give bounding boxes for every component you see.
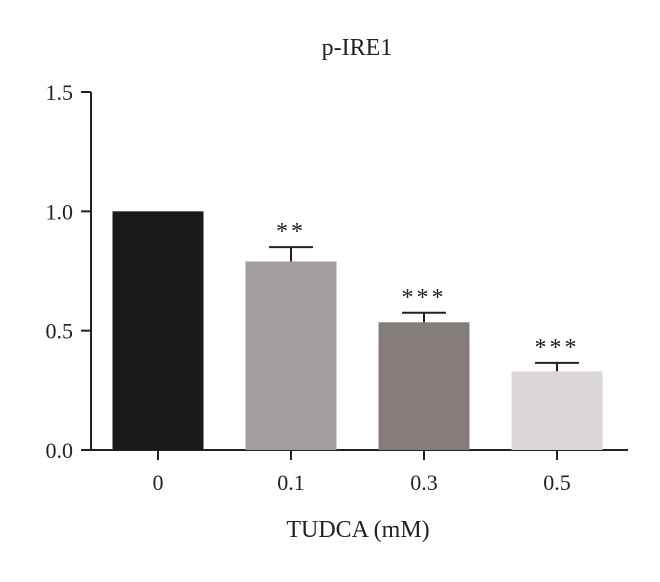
bar bbox=[511, 371, 603, 450]
bar bbox=[245, 261, 337, 450]
chart-title: p-IRE1 bbox=[322, 35, 393, 61]
significance-label: *** bbox=[535, 335, 580, 361]
y-tick-label: 1.5 bbox=[46, 80, 74, 105]
x-tick-label: 0.3 bbox=[410, 470, 438, 495]
x-tick-label: 0.1 bbox=[277, 470, 305, 495]
significance-label: *** bbox=[402, 285, 447, 311]
significance-label: ** bbox=[276, 219, 306, 245]
y-tick-label: 0.5 bbox=[46, 319, 74, 344]
plot-area: 0.0 0.5 1.0 1.5 0 0.1 ** 0.3 *** 0.5 *** bbox=[46, 80, 628, 495]
x-axis-label: TUDCA (mM) bbox=[286, 517, 429, 543]
x-tick-label: 0.5 bbox=[543, 470, 571, 495]
y-tick-label: 1.0 bbox=[46, 199, 74, 224]
x-tick-label: 0 bbox=[153, 470, 164, 495]
bar bbox=[112, 211, 204, 450]
y-tick-label: 0.0 bbox=[46, 438, 74, 463]
bar bbox=[378, 322, 470, 450]
